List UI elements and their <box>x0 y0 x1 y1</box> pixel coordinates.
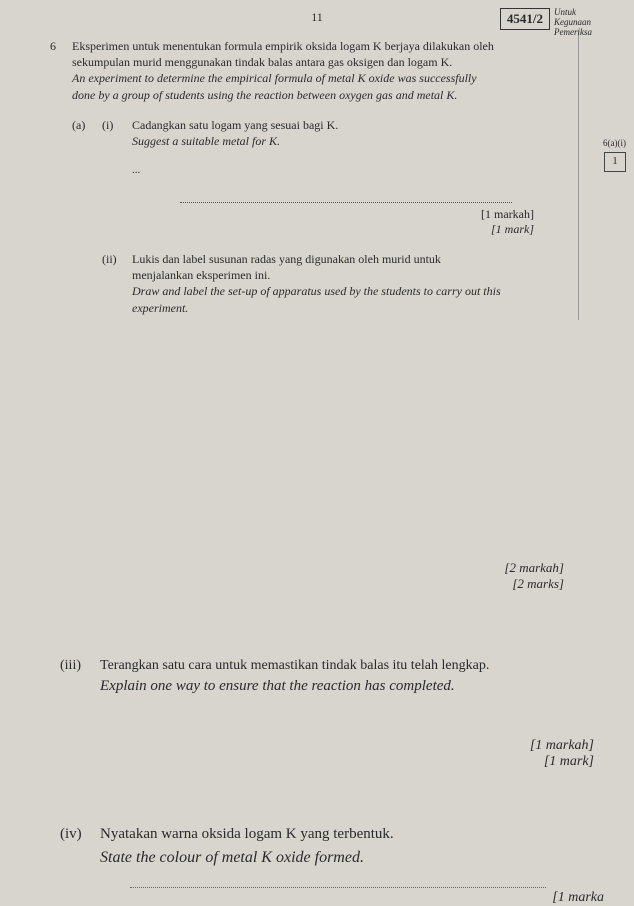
q-text-en-1: An experiment to determine the empirical… <box>72 70 534 86</box>
part-ii-my-2: menjalankan eksperimen ini. <box>132 267 584 283</box>
q-text-my-1: Eksperimen untuk menentukan formula empi… <box>72 38 534 54</box>
part-i-my: Cadangkan satu logam yang sesuai bagi K. <box>132 117 584 133</box>
score-value: 1 <box>605 153 625 167</box>
question-6: 6 Eksperimen untuk menentukan formula em… <box>50 38 604 103</box>
part-letter: (a) <box>72 117 102 178</box>
page-number: 11 <box>311 10 323 25</box>
marks-iv: [1 marka <box>50 890 604 906</box>
margin-divider <box>578 30 579 320</box>
part-iii-en: Explain one way to ensure that the react… <box>100 676 584 698</box>
part-ii-en-2: experiment. <box>132 300 584 316</box>
marks-iii-en: [1 mark] <box>50 754 594 770</box>
marks-iv-my: [1 marka <box>50 890 604 906</box>
marks-iii: [1 markah] [1 mark] <box>50 738 604 770</box>
part-i-en: Suggest a suitable metal for K. <box>132 133 584 149</box>
part-ii-en-1: Draw and label the set-up of apparatus u… <box>132 283 584 299</box>
part-roman-i: (i) <box>102 117 132 178</box>
score-box: 1 <box>604 152 626 172</box>
part-iv-en: State the colour of metal K oxide formed… <box>100 846 584 869</box>
q-text-en-2: done by a group of students using the re… <box>72 87 534 103</box>
part-a-i: (a) (i) Cadangkan satu logam yang sesuai… <box>50 117 604 178</box>
margin-label: 6(a)(i) <box>603 138 626 148</box>
margin-score-box: 6(a)(i) 1 <box>603 138 626 172</box>
part-i-body: Cadangkan satu logam yang sesuai bagi K.… <box>132 117 604 178</box>
part-iv-body: Nyatakan warna oksida logam K yang terbe… <box>100 824 604 869</box>
answer-line-i <box>180 202 512 203</box>
part-iii-body: Terangkan satu cara untuk memastikan tin… <box>100 656 604 698</box>
marks-ii: [2 markah] [2 marks] <box>50 560 604 592</box>
part-ii-body: Lukis dan label susunan radas yang digun… <box>132 251 604 316</box>
part-roman-ii: (ii) <box>102 251 132 316</box>
marks-i-en: [1 mark] <box>50 222 534 237</box>
part-roman-iv: (iv) <box>60 824 100 869</box>
part-iii-my: Terangkan satu cara untuk memastikan tin… <box>100 656 584 676</box>
examiner-use-label: Untuk Kegunaan Pemeriksa <box>554 8 592 38</box>
marks-ii-en: [2 marks] <box>50 576 564 592</box>
part-a-iii: (iii) Terangkan satu cara untuk memastik… <box>50 656 604 698</box>
exam-code: 4541/2 <box>500 8 550 30</box>
q-text-my-2: sekumpulan murid menggunakan tindak bala… <box>72 54 534 70</box>
marks-i-my: [1 markah] <box>50 207 534 222</box>
question-body: Eksperimen untuk menentukan formula empi… <box>72 38 604 103</box>
part-iv-my: Nyatakan warna oksida logam K yang terbe… <box>100 824 584 846</box>
part-a-ii: (ii) Lukis dan label susunan radas yang … <box>50 251 604 316</box>
side-label-3: Pemeriksa <box>554 28 592 38</box>
marks-ii-my: [2 markah] <box>50 560 564 576</box>
part-a-iv: (iv) Nyatakan warna oksida logam K yang … <box>50 824 604 869</box>
marks-iii-my: [1 markah] <box>50 738 594 754</box>
drawing-space <box>50 316 604 556</box>
marks-i: [1 markah] [1 mark] <box>50 207 604 237</box>
exam-code-container: 4541/2 Untuk Kegunaan Pemeriksa <box>500 8 592 38</box>
part-roman-iii: (iii) <box>60 656 100 698</box>
question-number: 6 <box>50 38 72 103</box>
answer-line-iv <box>130 887 546 888</box>
part-ii-my-1: Lukis dan label susunan radas yang digun… <box>132 251 584 267</box>
ellipsis: ... <box>132 163 584 178</box>
